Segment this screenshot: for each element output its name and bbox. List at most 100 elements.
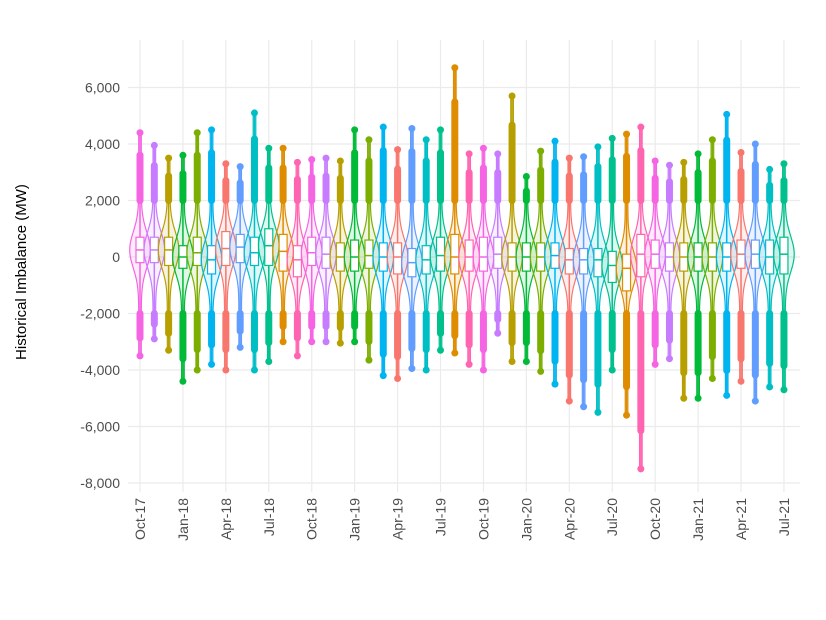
box xyxy=(593,247,603,278)
outlier-point-min xyxy=(322,338,330,346)
box xyxy=(493,236,503,269)
x-tick-label: Jul-18 xyxy=(261,498,277,536)
box xyxy=(350,239,360,272)
x-tick-label: Apr-19 xyxy=(390,498,406,540)
outlier-point-max xyxy=(680,158,688,166)
outlier-point-min xyxy=(508,358,516,366)
outlier-point-max xyxy=(551,137,559,145)
x-tick-label: Apr-20 xyxy=(561,498,577,540)
outlier-point-min xyxy=(379,372,387,380)
outlier-point-min xyxy=(465,360,473,368)
outlier-point-min xyxy=(222,366,230,374)
outlier-point-min xyxy=(537,367,545,375)
y-tick-label: 0 xyxy=(112,249,120,265)
violin-jun-21 xyxy=(758,165,781,391)
outlier-point-min xyxy=(565,397,573,405)
box xyxy=(464,239,474,272)
box xyxy=(364,239,374,269)
outlier-point-max xyxy=(293,158,301,166)
violin-jul-21 xyxy=(773,160,795,394)
y-tick-label: -4,000 xyxy=(80,362,120,378)
outlier-point-min xyxy=(236,343,244,351)
violin-jun-18 xyxy=(243,109,266,374)
x-tick-label: Jan-21 xyxy=(690,498,706,541)
outlier-point-max xyxy=(179,151,187,159)
x-tick-label: Jan-20 xyxy=(518,498,534,541)
x-tick-label: Jan-18 xyxy=(175,498,191,541)
outlier-point-min xyxy=(551,380,559,388)
y-tick-label: -8,000 xyxy=(80,475,120,491)
outlier-point-min xyxy=(694,394,702,402)
outlier-point-max xyxy=(751,140,759,148)
outlier-point-max xyxy=(322,154,330,162)
violin-dec-18 xyxy=(329,157,352,347)
outlier-point-min xyxy=(494,329,502,337)
box xyxy=(292,245,303,278)
violin-aug-19 xyxy=(443,64,466,357)
outlier-point-min xyxy=(522,358,530,366)
x-axis-ticks: Oct-17 Jan-18 Apr-18 Jul-18 Oct-18 Jan-19 Apr-… xyxy=(132,498,792,541)
box xyxy=(607,250,617,284)
box xyxy=(636,233,646,278)
violin-nov-18 xyxy=(315,154,337,346)
outlier-point-max xyxy=(651,157,659,165)
box xyxy=(478,236,489,272)
outlier-point-max xyxy=(165,154,173,162)
violin-jul-20 xyxy=(601,134,624,374)
violin-jul-18 xyxy=(257,144,280,366)
outlier-point-max xyxy=(394,146,402,154)
violin-sep-20 xyxy=(629,123,652,473)
x-tick-label: Oct-19 xyxy=(475,498,491,540)
violin-aug-18 xyxy=(272,144,295,346)
violin-jul-19 xyxy=(429,126,452,354)
outlier-point-max xyxy=(608,134,616,142)
violin-sep-19 xyxy=(458,150,481,368)
box xyxy=(450,233,460,275)
violin-dec-17 xyxy=(157,154,180,354)
outlier-point-max xyxy=(623,130,631,138)
box xyxy=(192,236,202,267)
outlier-point-max xyxy=(494,150,502,158)
outlier-point-min xyxy=(208,360,216,368)
y-axis-title: Historical Imbalance (MW) xyxy=(13,184,30,360)
x-tick-label: Oct-18 xyxy=(304,498,320,540)
outlier-point-min xyxy=(580,403,588,411)
violin-mar-19 xyxy=(372,123,395,380)
outlier-point-min xyxy=(193,366,201,374)
outlier-point-max xyxy=(265,144,273,152)
outlier-point-min xyxy=(179,377,187,385)
box xyxy=(435,236,446,272)
outlier-point-max xyxy=(365,136,373,144)
outlier-point-max xyxy=(637,123,645,131)
outlier-point-min xyxy=(293,352,301,360)
outlier-point-min xyxy=(780,386,788,394)
outlier-point-max xyxy=(780,160,788,168)
outlier-point-min xyxy=(479,366,487,374)
box xyxy=(321,236,331,269)
outlier-point-min xyxy=(279,338,287,346)
outlier-point-min xyxy=(680,394,688,402)
outlier-point-min xyxy=(408,365,416,373)
outlier-point-min xyxy=(336,339,344,347)
x-tick-label: Apr-21 xyxy=(733,498,749,540)
outlier-point-min xyxy=(150,335,158,343)
outlier-point-min xyxy=(394,374,402,382)
outlier-point-max xyxy=(708,136,716,144)
outlier-point-min xyxy=(751,397,759,405)
violin-oct-17 xyxy=(129,129,151,360)
y-tick-label: 6,000 xyxy=(85,80,120,96)
outlier-point-max xyxy=(580,153,588,161)
violin-may-20 xyxy=(572,153,595,411)
outlier-point-min xyxy=(165,346,173,354)
x-tick-label: Jul-21 xyxy=(776,498,792,536)
outlier-point-min xyxy=(451,349,459,357)
outlier-point-max xyxy=(465,150,473,158)
violin-apr-19 xyxy=(386,146,409,382)
box xyxy=(307,236,317,267)
violins xyxy=(129,64,795,473)
violin-may-18 xyxy=(229,163,252,351)
outlier-point-min xyxy=(437,346,445,354)
outlier-point-max xyxy=(508,92,516,100)
outlier-point-max xyxy=(193,129,201,137)
outlier-point-max xyxy=(351,126,359,134)
